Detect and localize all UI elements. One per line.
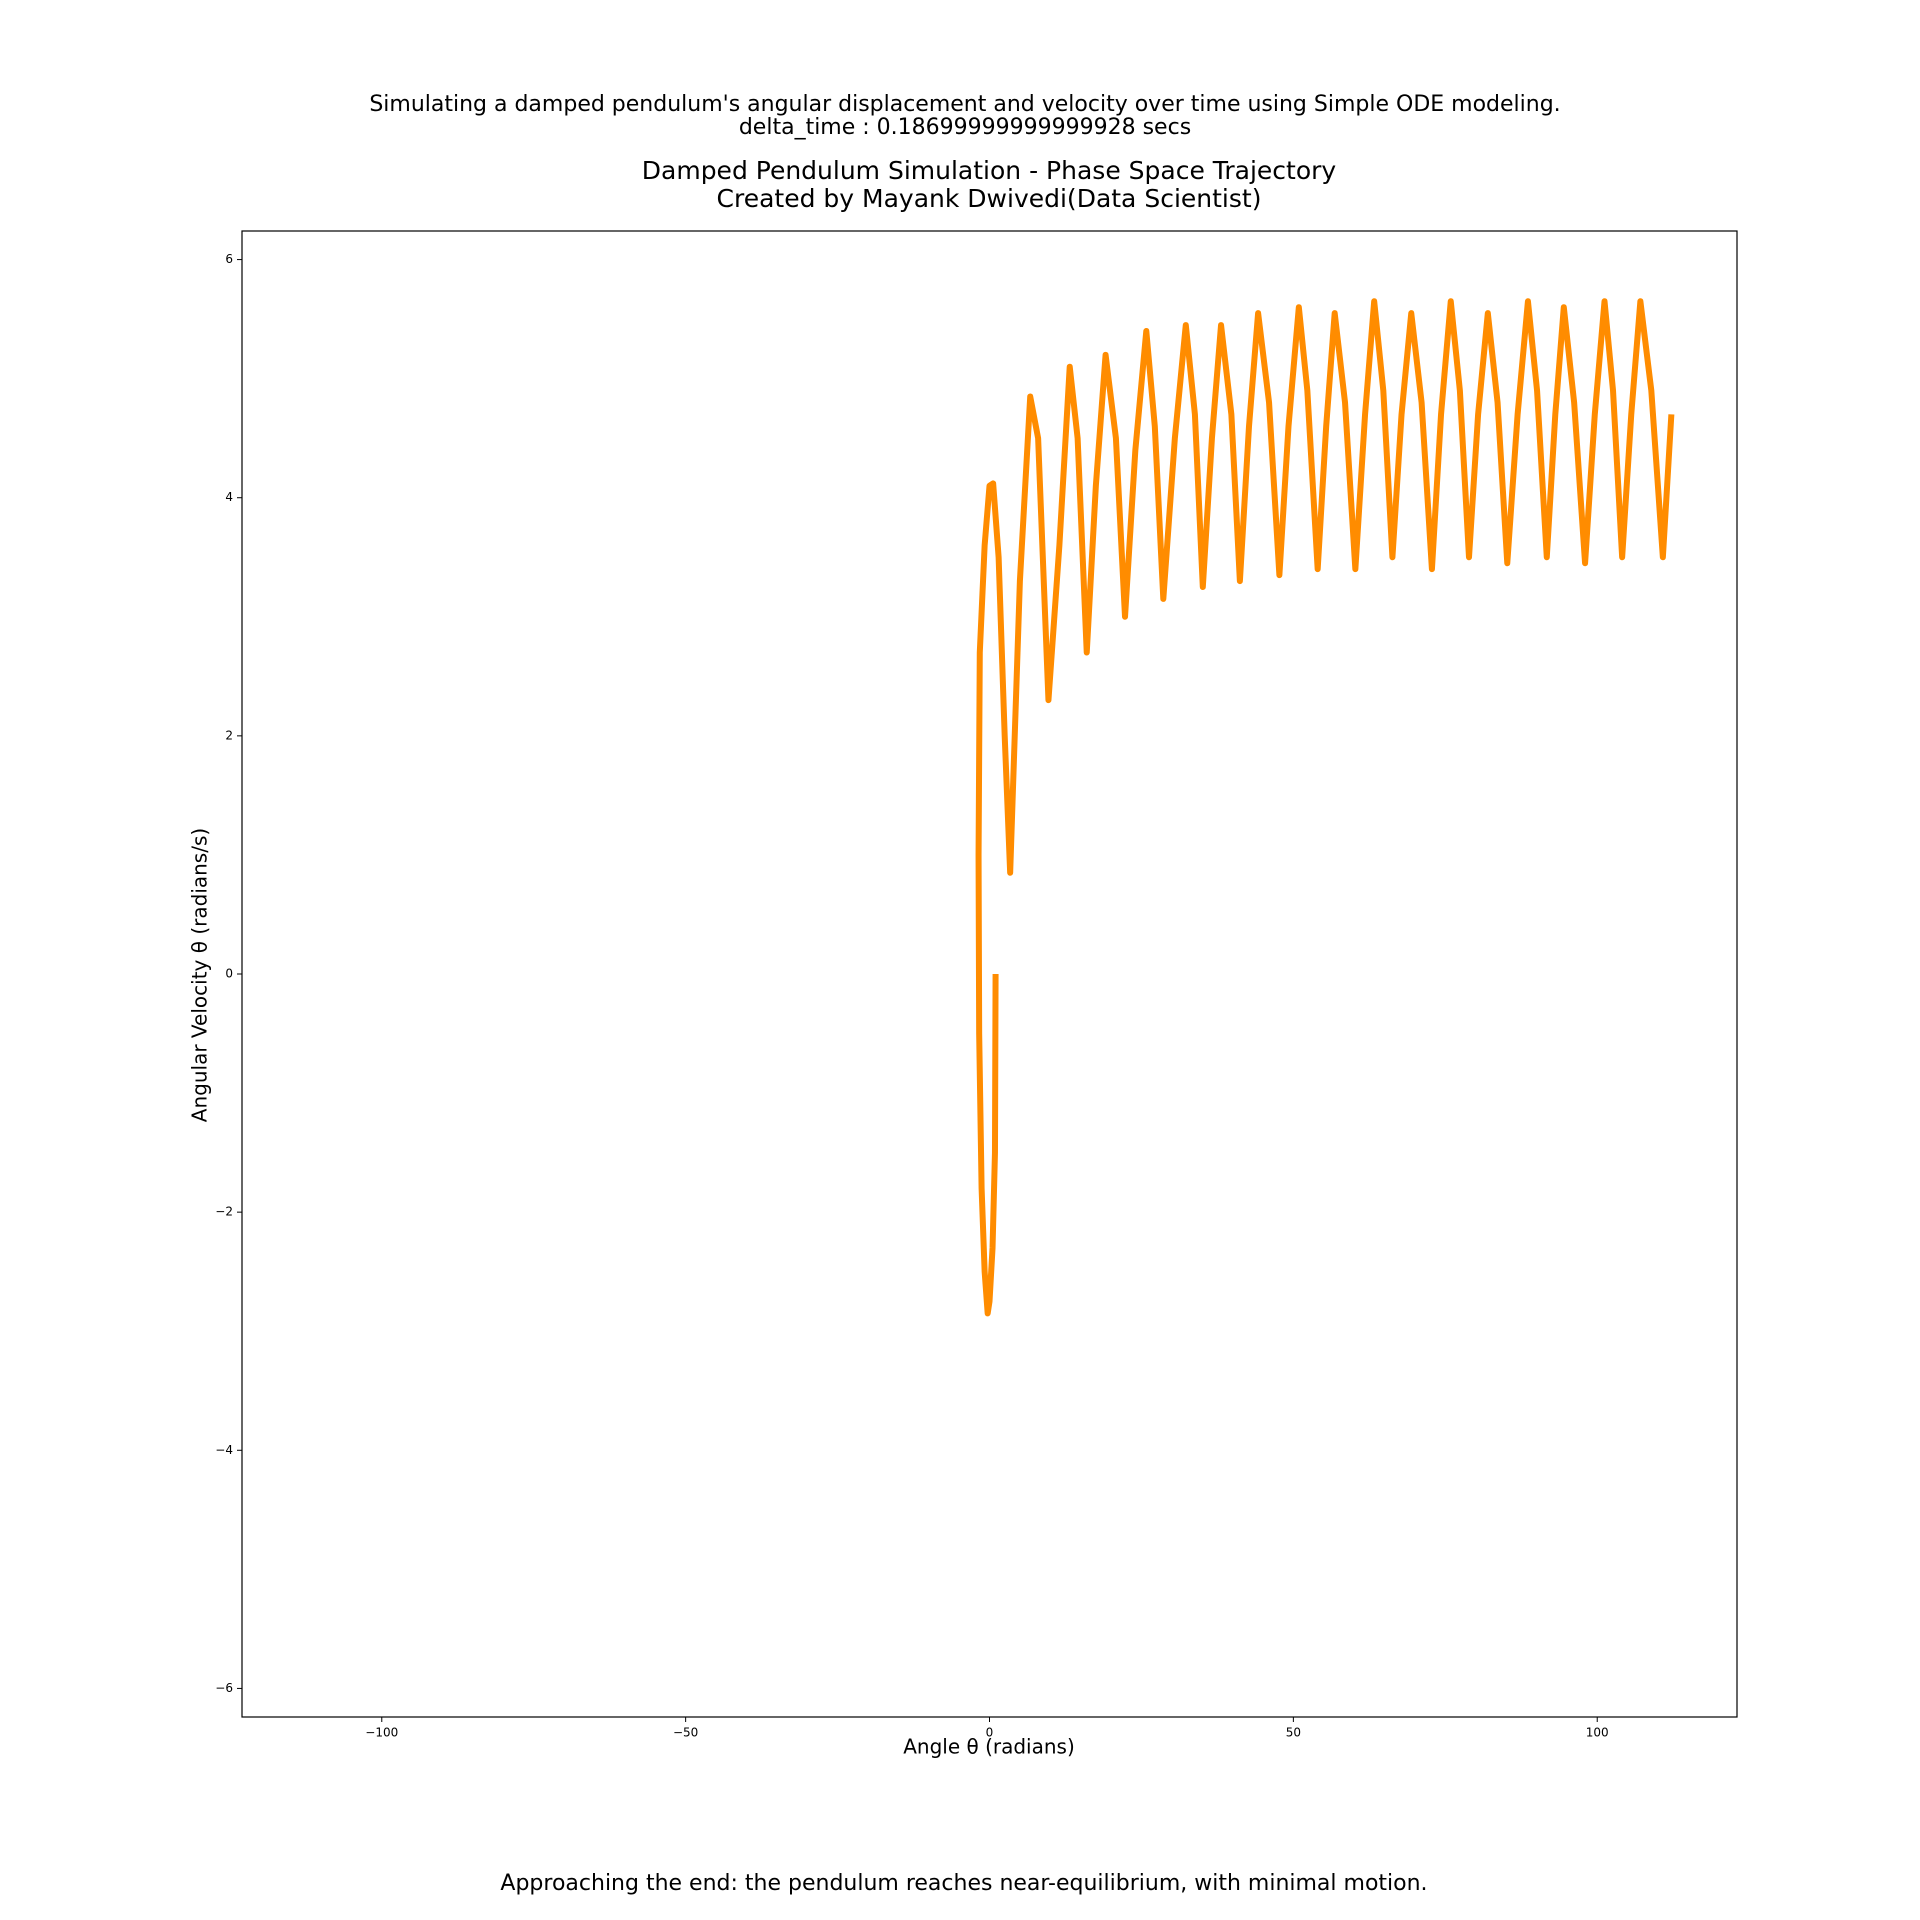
x-axis-label: Angle θ (radians): [903, 1735, 1075, 1759]
y-tick-label: −4: [215, 1443, 233, 1457]
trajectory-line: [975, 298, 1675, 1317]
annotation: Approaching the end: the pendulum reache…: [500, 1871, 1427, 1896]
x-tick-label: −50: [673, 1726, 698, 1740]
x-tick-label: 50: [1286, 1726, 1301, 1740]
chart-title: Damped Pendulum Simulation - Phase Space…: [642, 156, 1337, 185]
chart-title: Created by Mayank Dwivedi(Data Scientist…: [717, 184, 1262, 213]
suptitle: Simulating a damped pendulum's angular d…: [369, 92, 1560, 117]
y-tick-label: 0: [225, 967, 233, 981]
y-tick-label: 4: [225, 490, 233, 504]
y-tick-label: −6: [215, 1681, 233, 1695]
x-tick-label: −100: [365, 1726, 398, 1740]
x-tick-label: 100: [1586, 1726, 1609, 1740]
x-tick-label: 0: [986, 1726, 994, 1740]
y-tick-label: −2: [215, 1205, 233, 1219]
y-tick-label: 6: [225, 252, 233, 266]
y-axis-label: Angular Velocity θ (radians/s): [188, 828, 212, 1122]
y-tick-label: 2: [225, 728, 233, 742]
suptitle: delta_time : 0.18699999999999928 secs: [739, 115, 1191, 140]
